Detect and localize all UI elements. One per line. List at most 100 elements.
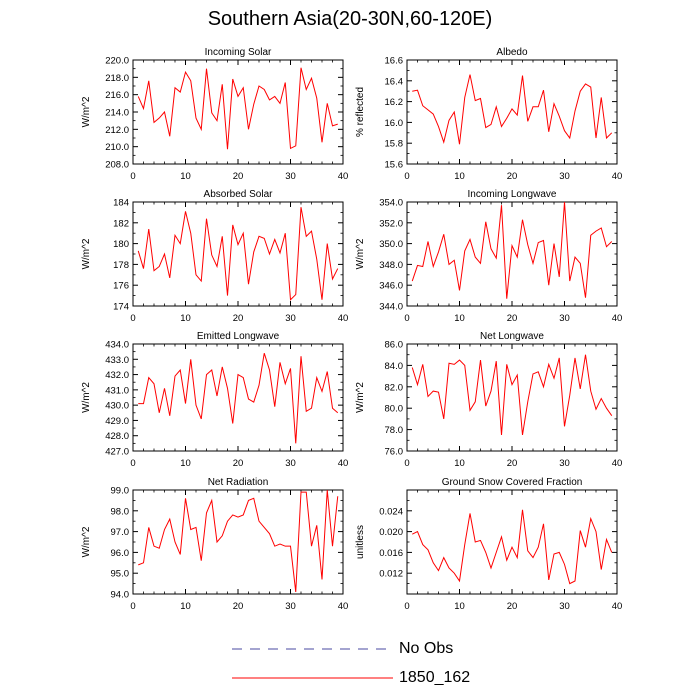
y-tick-label: 15.6 [385,160,404,171]
y-tick-label: 430.0 [105,401,129,412]
x-tick-label: 40 [338,313,349,324]
x-tick-label: 0 [130,313,135,324]
x-tick-label: 20 [507,458,518,469]
panel-title: Incoming Longwave [468,189,557,200]
y-tick-label: 344.0 [379,302,403,313]
x-tick-label: 10 [454,313,465,324]
y-tick-label: 427.0 [105,447,129,458]
y-tick-label: 348.0 [379,260,403,271]
x-tick-label: 10 [454,171,465,182]
x-tick-label: 30 [285,171,296,182]
x-tick-label: 40 [612,171,623,182]
y-tick-label: 216.0 [105,90,129,101]
panel-title: Ground Snow Covered Fraction [442,477,583,488]
panel-albedo: Albedo % reflected 0 10 20 30 40 15.6 15.8 16.0 16… [355,47,622,182]
y-tick-label: 174 [113,302,129,313]
y-tick-label: 350.0 [379,239,403,250]
series-line-1850-162 [412,509,613,585]
panel-incoming-longwave: Incoming Longwave W/m^2 0 10 20 30 40 344.0 346.… [355,189,622,324]
x-tick-label: 30 [559,458,570,469]
panel-emitted-longwave: Emitted Longwave W/m^2 0 10 20 30 40 427.0 428.0… [81,331,348,469]
x-tick-label: 10 [454,601,465,612]
y-tick-label: 15.8 [385,139,404,150]
x-tick-label: 10 [180,313,191,324]
y-tick-label: 214.0 [105,108,129,119]
y-axis-label: W/m^2 [81,382,92,413]
y-tick-label: 432.0 [105,370,129,381]
x-tick-label: 30 [285,601,296,612]
x-tick-label: 40 [338,458,349,469]
y-tick-label: 98.0 [111,506,130,517]
x-tick-label: 0 [130,458,135,469]
x-tick-label: 30 [285,458,296,469]
y-tick-label: 212.0 [105,125,129,136]
x-tick-label: 20 [507,601,518,612]
y-tick-label: 76.0 [385,447,404,458]
x-tick-label: 0 [130,601,135,612]
y-tick-label: 94.0 [111,590,130,601]
x-tick-label: 0 [404,601,409,612]
x-tick-label: 0 [130,171,135,182]
x-tick-label: 40 [338,601,349,612]
x-tick-label: 0 [404,171,409,182]
y-tick-label: 180 [113,239,129,250]
y-tick-label: 220.0 [105,56,129,67]
y-axis-label: W/m^2 [81,238,92,269]
panel-title: Absorbed Solar [204,189,274,200]
y-axis-label: unitless [355,525,366,559]
y-tick-label: 354.0 [379,198,403,209]
y-axis-label: W/m^2 [81,96,92,127]
y-tick-label: 434.0 [105,340,129,351]
y-tick-label: 84.0 [385,361,404,372]
y-axis-label: % reflected [355,87,366,137]
plot-frame [406,201,618,307]
y-tick-label: 0.012 [379,569,403,580]
x-tick-label: 20 [507,171,518,182]
y-tick-label: 16.0 [385,118,404,129]
panel-title: Incoming Solar [205,47,272,58]
series-line-1850-162 [138,353,339,444]
y-axis-label: W/m^2 [355,238,366,269]
y-tick-label: 176 [113,281,129,292]
x-tick-label: 20 [507,313,518,324]
x-tick-label: 40 [612,313,623,324]
x-tick-label: 10 [180,171,191,182]
plot-frame [406,343,618,452]
y-tick-label: 178 [113,260,129,271]
y-tick-label: 0.024 [379,506,403,517]
y-tick-label: 184 [113,198,129,209]
x-tick-label: 30 [559,171,570,182]
plot-frame [406,489,618,595]
panel-incoming-solar: Incoming Solar W/m^2 0 10 20 30 40 208.0 210.0 21… [81,47,348,182]
x-tick-label: 20 [233,458,244,469]
x-tick-label: 10 [180,458,191,469]
legend-label-1850-162: 1850_162 [399,669,471,686]
panel-title: Net Radiation [208,477,269,488]
y-tick-label: 16.4 [385,76,404,87]
chart-panels: Incoming Solar W/m^2 0 10 20 30 40 208.0 210.0 21… [81,47,622,612]
y-tick-label: 433.0 [105,355,129,366]
x-tick-label: 40 [612,458,623,469]
y-tick-label: 0.016 [379,548,403,559]
plot-frame [132,343,344,452]
x-tick-label: 0 [404,458,409,469]
y-tick-label: 428.0 [105,431,129,442]
y-tick-label: 96.0 [111,548,130,559]
y-tick-label: 16.6 [385,56,404,67]
legend-label-no-obs: No Obs [399,640,454,657]
y-tick-label: 352.0 [379,218,403,229]
y-tick-label: 86.0 [385,340,404,351]
panel-title: Albedo [496,47,528,58]
panel-title: Net Longwave [480,331,544,342]
series-line-1850-162 [138,489,339,592]
y-tick-label: 95.0 [111,569,130,580]
y-tick-label: 182 [113,218,129,229]
plot-frame [406,59,618,165]
y-tick-label: 429.0 [105,416,129,427]
panel-absorbed-solar: Absorbed Solar W/m^2 0 10 20 30 40 174 176 178 180… [81,189,348,324]
y-axis-label: W/m^2 [355,382,366,413]
y-tick-label: 218.0 [105,73,129,84]
figure-title: Southern Asia(20-30N,60-120E) [207,8,493,30]
y-tick-label: 78.0 [385,425,404,436]
